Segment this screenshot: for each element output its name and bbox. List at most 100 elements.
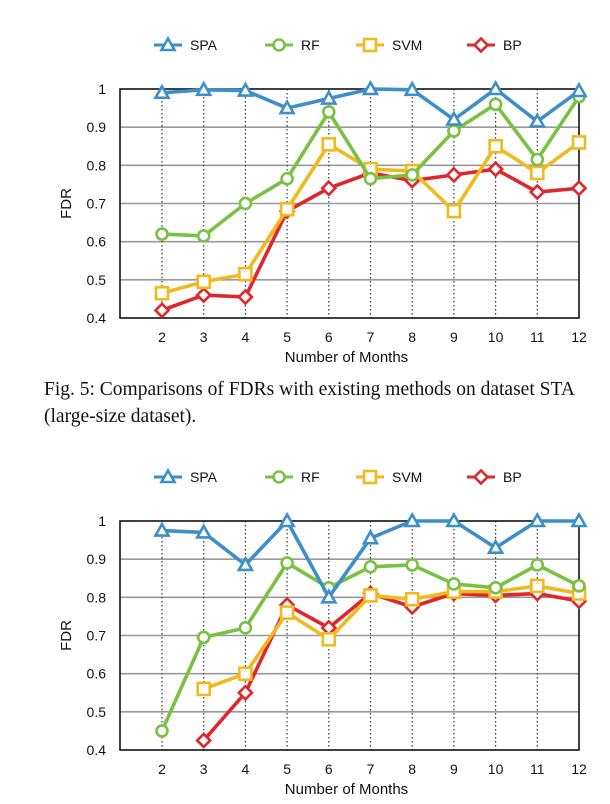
x-tick-label: 8 [408,329,416,345]
legend-item-svm: SVM [356,37,422,53]
legend-label: RF [301,469,320,485]
x-tick-label: 3 [200,761,208,777]
data-point-svm [488,138,503,154]
data-point-spa [153,521,171,537]
series-line-bp [202,591,580,742]
data-point-spa [320,588,338,604]
data-point-rf [488,580,503,595]
data-point-svm [279,605,295,620]
x-tick-label: 9 [450,329,458,345]
plot-frame [119,88,580,319]
data-point-rf [155,227,169,241]
y-tick-label: 1 [98,513,106,529]
y-tick-label: 0.7 [87,628,107,644]
data-point-spa [236,555,255,572]
legend-label: SPA [190,37,218,53]
series-svm [196,578,587,697]
data-point-svm [279,201,295,217]
data-point-rf [280,171,294,186]
y-axis-title: FDR [58,620,75,651]
data-point-spa [403,80,421,97]
x-tick-label: 7 [367,329,375,345]
data-point-svm [238,666,253,681]
series-spa [153,511,588,604]
x-tick-label: 4 [242,761,250,777]
data-point-rf [447,124,461,138]
data-point-rf [155,724,169,738]
legend-item-bp: BP [467,36,522,54]
data-point-spa [278,98,296,115]
data-point-bp [195,732,213,749]
legend-marker [272,38,286,52]
data-point-bp [528,183,546,201]
data-point-svm [154,285,170,301]
x-tick-label: 5 [283,329,291,345]
data-point-spa [361,79,380,96]
data-point-rf [530,152,545,167]
x-tick-label: 10 [488,329,504,345]
x-tick-label: 11 [530,761,545,777]
fdr-chart-sta: 0.40.50.60.70.80.912 3 4 5 6 7 8 9 10 11 12Number … [58,35,588,366]
data-point-svm [529,578,545,594]
plot-frame [119,520,580,751]
y-tick-label: 0.8 [87,589,107,605]
x-tick-label: 12 [571,761,587,777]
legend-item-rf: RF [265,469,320,485]
series-bp [153,160,588,319]
data-point-spa [570,511,588,528]
data-point-svm [238,266,253,282]
legend-item-spa: SPA [154,467,218,485]
data-point-spa [278,511,296,528]
data-point-spa [236,81,255,97]
data-point-rf [405,558,420,572]
series-svm [154,135,587,301]
x-tick-label: 6 [325,761,333,777]
x-axis-title: Number of Months [285,781,408,798]
x-tick-label: 11 [530,329,545,345]
data-point-bp [445,166,463,184]
legend-marker [159,467,177,484]
data-point-svm [321,137,337,152]
y-tick-label: 0.5 [87,704,107,720]
legend-marker [472,36,490,54]
data-point-bp [237,288,254,306]
legend-label: SVM [392,37,422,53]
legend-label: SVM [392,469,422,485]
data-point-bp [195,286,213,304]
y-tick-label: 0.8 [87,157,107,173]
data-point-svm [571,135,587,150]
data-point-spa [153,83,171,100]
legend-marker [362,469,378,485]
y-tick-label: 0.4 [87,310,107,326]
data-point-rf [405,168,420,182]
x-axis-title: Number of Months [285,349,408,366]
figure-caption: Fig. 5: Comparisons of FDRs with existin… [44,379,574,427]
legend-item-spa: SPA [154,35,218,53]
data-point-spa [528,112,547,128]
data-point-spa [194,523,213,539]
legend-marker [159,35,177,52]
x-tick-label: 6 [325,329,333,345]
data-point-svm [446,203,462,219]
legend-marker [272,470,286,484]
data-point-bp [487,160,504,178]
series-rf [155,89,586,243]
data-point-spa [320,89,338,105]
data-point-rf [238,621,253,635]
y-tick-label: 0.9 [87,551,107,567]
legend-label: RF [301,37,320,53]
data-point-svm [196,681,211,697]
x-tick-label: 10 [488,761,504,777]
series-line-svm [203,584,580,691]
legend-label: BP [503,469,522,485]
series-spa [153,79,588,128]
x-tick-label: 2 [158,761,166,777]
x-tick-label: 3 [200,329,208,345]
data-point-svm [196,274,211,290]
y-tick-label: 0.4 [87,742,107,758]
y-axis-title: FDR [58,188,75,219]
data-point-rf [238,196,253,211]
data-point-spa [361,529,380,545]
data-point-rf [572,579,586,593]
data-point-rf [447,577,461,591]
